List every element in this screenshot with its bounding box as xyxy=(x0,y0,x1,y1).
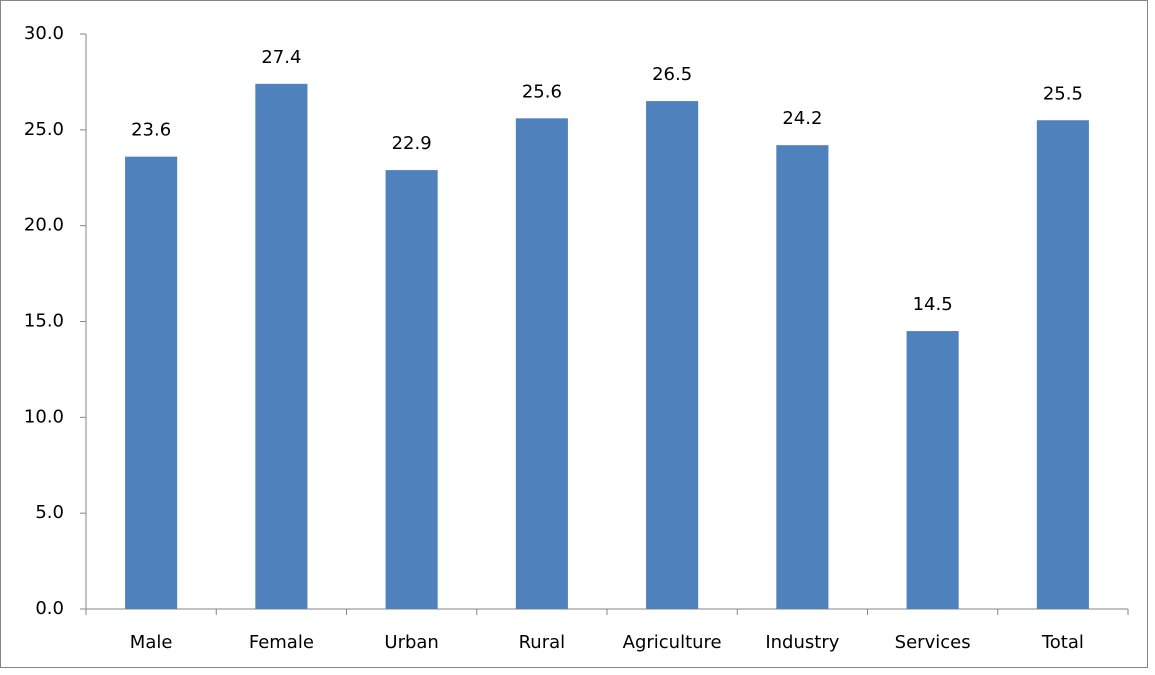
bar xyxy=(515,118,568,609)
bar xyxy=(646,101,699,609)
x-tick-label: Services xyxy=(895,632,971,653)
value-label: 26.5 xyxy=(652,64,692,85)
y-tick-label: 30.0 xyxy=(24,23,64,44)
value-label: 24.2 xyxy=(782,108,822,129)
x-tick-label: Female xyxy=(249,632,314,653)
x-tick-label: Male xyxy=(130,632,173,653)
bar xyxy=(776,145,829,609)
y-tick-label: 10.0 xyxy=(24,406,64,427)
y-tick-label: 0.0 xyxy=(35,598,64,619)
x-tick-label: Industry xyxy=(765,632,839,653)
y-tick-label: 20.0 xyxy=(24,215,64,236)
bar xyxy=(255,83,308,610)
y-tick-label: 15.0 xyxy=(24,311,64,332)
y-tick-label: 25.0 xyxy=(24,119,64,140)
x-tick-label: Rural xyxy=(519,632,566,653)
value-label: 23.6 xyxy=(131,120,171,141)
value-label: 27.4 xyxy=(261,47,301,68)
value-label: 25.6 xyxy=(522,81,562,102)
x-tick-label: Total xyxy=(1041,632,1084,653)
bar xyxy=(385,170,438,610)
bar xyxy=(1036,120,1089,609)
x-tick-label: Urban xyxy=(384,632,438,653)
bar xyxy=(906,331,959,609)
y-tick-label: 5.0 xyxy=(35,502,64,523)
x-tick-label: Agriculture xyxy=(623,632,722,653)
bar xyxy=(125,156,178,609)
value-label: 14.5 xyxy=(913,294,953,315)
value-label: 25.5 xyxy=(1043,83,1083,104)
value-label: 22.9 xyxy=(392,133,432,154)
